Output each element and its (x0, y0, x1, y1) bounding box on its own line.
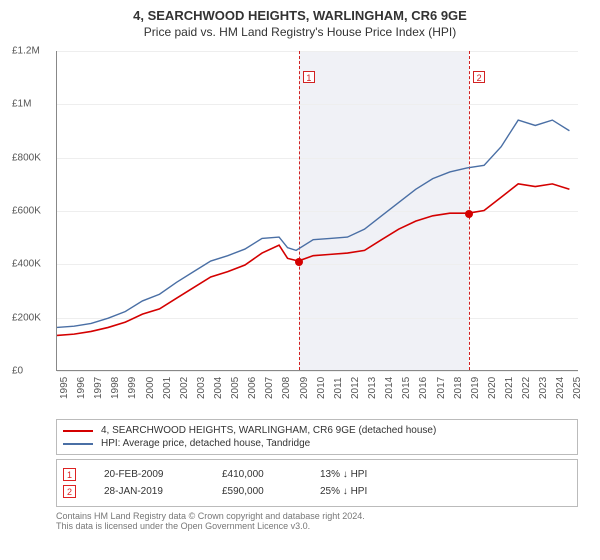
x-axis-label: 2009 (299, 377, 310, 399)
series-svg (57, 51, 578, 370)
event-price: £590,000 (222, 486, 292, 497)
x-axis-label: 2014 (384, 377, 395, 399)
event-price: £410,000 (222, 469, 292, 480)
legend-label: 4, SEARCHWOOD HEIGHTS, WARLINGHAM, CR6 9… (101, 425, 436, 436)
title-line-2: Price paid vs. HM Land Registry's House … (12, 25, 588, 39)
credits-line-1: Contains HM Land Registry data © Crown c… (56, 511, 578, 521)
chart-area: 12 1995 1996 1997 1998 1999 2000 2001 2002 2003 2… (12, 47, 588, 417)
x-axis-label: 1996 (76, 377, 87, 399)
y-axis-label: £1.2M (12, 46, 40, 57)
x-axis-label: 2015 (401, 377, 412, 399)
y-axis-label: £400K (12, 259, 41, 270)
event-point (295, 258, 303, 266)
event-number: 1 (63, 468, 76, 481)
x-axis-label: 2017 (436, 377, 447, 399)
x-axis-label: 2021 (504, 377, 515, 399)
event-date: 20-FEB-2009 (104, 469, 194, 480)
x-axis-label: 2022 (521, 377, 532, 399)
y-axis-label: £0 (12, 366, 23, 377)
x-axis-label: 2018 (453, 377, 464, 399)
credits-line-2: This data is licensed under the Open Gov… (56, 521, 578, 531)
x-axis-label: 1995 (59, 377, 70, 399)
legend-item: HPI: Average price, detached house, Tand… (63, 437, 571, 450)
legend-item: 4, SEARCHWOOD HEIGHTS, WARLINGHAM, CR6 9… (63, 424, 571, 437)
x-axis-label: 2019 (470, 377, 481, 399)
x-axis-label: 2002 (179, 377, 190, 399)
legend-swatch (63, 430, 93, 432)
x-axis-label: 2000 (145, 377, 156, 399)
x-axis-label: 1999 (127, 377, 138, 399)
event-delta: 13% ↓ HPI (320, 469, 367, 480)
x-axis-label: 2008 (281, 377, 292, 399)
plot-area: 12 (56, 51, 578, 371)
series-price_paid (57, 184, 569, 336)
y-axis-label: £200K (12, 312, 41, 323)
credits: Contains HM Land Registry data © Crown c… (56, 511, 578, 531)
x-axis-label: 2006 (247, 377, 258, 399)
x-axis-label: 2020 (487, 377, 498, 399)
x-axis-label: 2013 (367, 377, 378, 399)
event-date: 28-JAN-2019 (104, 486, 194, 497)
x-axis-label: 2024 (555, 377, 566, 399)
x-axis-label: 2005 (230, 377, 241, 399)
x-axis-label: 1997 (93, 377, 104, 399)
x-axis-label: 2011 (333, 377, 344, 399)
x-axis-label: 2012 (350, 377, 361, 399)
x-axis-label: 2025 (572, 377, 583, 399)
x-axis-label: 2023 (538, 377, 549, 399)
legend-box: 4, SEARCHWOOD HEIGHTS, WARLINGHAM, CR6 9… (56, 419, 578, 455)
gridline (57, 371, 578, 372)
x-axis-label: 1998 (110, 377, 121, 399)
event-number: 2 (63, 485, 76, 498)
legend-label: HPI: Average price, detached house, Tand… (101, 438, 310, 449)
series-hpi (57, 120, 569, 327)
x-axis-label: 2001 (162, 377, 173, 399)
event-row: 2 28-JAN-2019 £590,000 25% ↓ HPI (63, 483, 571, 500)
x-axis-label: 2003 (196, 377, 207, 399)
title-line-1: 4, SEARCHWOOD HEIGHTS, WARLINGHAM, CR6 9… (12, 8, 588, 23)
legend-swatch (63, 443, 93, 445)
y-axis-label: £1M (12, 99, 31, 110)
x-axis-label: 2004 (213, 377, 224, 399)
event-row: 1 20-FEB-2009 £410,000 13% ↓ HPI (63, 466, 571, 483)
x-axis-label: 2016 (418, 377, 429, 399)
x-axis-label: 2007 (264, 377, 275, 399)
event-delta: 25% ↓ HPI (320, 486, 367, 497)
y-axis-label: £800K (12, 152, 41, 163)
event-point (465, 210, 473, 218)
events-box: 1 20-FEB-2009 £410,000 13% ↓ HPI 2 28-JAN-201… (56, 459, 578, 507)
y-axis-label: £600K (12, 206, 41, 217)
x-axis-label: 2010 (316, 377, 327, 399)
